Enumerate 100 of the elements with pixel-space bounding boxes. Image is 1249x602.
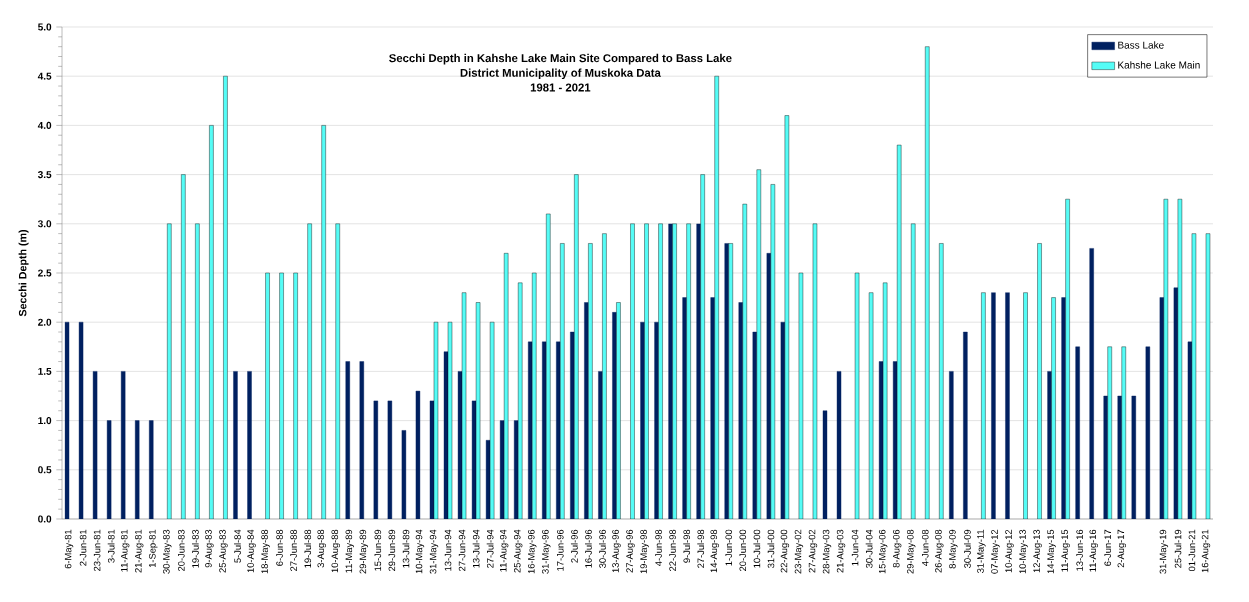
- y-tick-label: 4.0: [37, 121, 52, 129]
- bar: [616, 302, 621, 519]
- bar: [335, 223, 340, 519]
- x-tick-label: 31-May-96: [542, 529, 551, 574]
- bar: [489, 321, 495, 519]
- x-tick-label: 26-Aug-08: [935, 529, 944, 573]
- bar: [710, 297, 715, 519]
- y-tick-label: 3.0: [37, 220, 52, 228]
- bar: [1075, 346, 1080, 519]
- x-tick-label: 27-Jun-94: [458, 529, 466, 571]
- x-tick-label: 29-May-89: [359, 529, 369, 574]
- bar: [1159, 297, 1165, 519]
- bar: [925, 46, 930, 519]
- bar: [1205, 233, 1211, 519]
- bar: [475, 302, 481, 519]
- bar: [542, 341, 547, 519]
- bar: [1187, 341, 1193, 519]
- bar: [1177, 198, 1183, 519]
- bar: [892, 361, 898, 519]
- x-tick-label: 27-Aug-96: [626, 529, 635, 573]
- bar: [784, 115, 790, 519]
- x-tick-label: 27-Aug-02: [808, 529, 818, 573]
- bar: [756, 169, 762, 519]
- bar: [728, 243, 733, 519]
- bar: [766, 253, 772, 519]
- bar: [672, 223, 677, 519]
- text: Secchi Depth in Kahshe Lake Main Site Compared to Bass Lake: [389, 53, 732, 65]
- x-tick-label: 27-Jul-98: [697, 529, 705, 568]
- y-tick-label: 2.0: [38, 318, 52, 326]
- x-tick-label: 2-Aug-17: [1117, 529, 1126, 568]
- x-tick-label: 28-May-03: [822, 529, 832, 574]
- x-tick-label: 9-Jul-98: [683, 529, 691, 563]
- bar: [770, 184, 776, 519]
- x-tick-label: 31-May-19: [1159, 529, 1169, 574]
- bar: [1107, 346, 1112, 519]
- bar: [387, 400, 393, 519]
- y-tick-label: 1.5: [38, 367, 52, 375]
- x-tick-label: 20-Jun-83: [178, 529, 185, 571]
- bar: [878, 361, 884, 519]
- x-tick-label: 16-Jul-96: [584, 529, 592, 568]
- x-tick-label: 2-Jul-96: [570, 529, 578, 563]
- x-tick-label: 4-Jun-98: [655, 529, 662, 567]
- x-tick-label: 25-Aug-83: [219, 529, 228, 573]
- bar: [696, 223, 701, 519]
- x-tick-label: 4-Jun-08: [921, 529, 929, 567]
- y-tick-label: 3.5: [37, 171, 52, 179]
- bar: [700, 174, 705, 519]
- x-tick-label: 16-May-96: [528, 529, 537, 574]
- bar: [92, 371, 98, 519]
- bar: [247, 371, 252, 519]
- bar: [686, 223, 691, 519]
- bar: [882, 282, 888, 519]
- bar: [433, 321, 439, 519]
- x-tick-label: 11-Aug-81: [120, 529, 130, 572]
- bar: [1191, 233, 1197, 519]
- x-tick-label: 10-Jul-00: [753, 529, 761, 568]
- x-tick-label: 12-Aug-13: [1033, 529, 1042, 573]
- bar: [359, 361, 364, 519]
- x-tick-label: 21-Aug-81: [135, 529, 144, 573]
- bar: [307, 223, 312, 519]
- bar: [265, 272, 270, 519]
- x-tick-label: 10-May-13: [1019, 529, 1028, 574]
- y-tick-label: 0.0: [38, 515, 52, 523]
- bar: [949, 371, 954, 519]
- bar: [981, 292, 986, 519]
- x-tick-label: 6-Jun-88: [276, 529, 283, 566]
- x-tick-label: 16-Aug-21: [1201, 529, 1211, 573]
- x-tick-label: 1-Jun-00: [725, 529, 733, 566]
- bar: [195, 223, 200, 519]
- bar: [1103, 395, 1108, 519]
- bar: [822, 410, 828, 519]
- legend-label: Bass Lake: [1118, 41, 1164, 49]
- x-tick-label: 17-Jun-96: [557, 529, 564, 571]
- bar: [1023, 292, 1028, 519]
- bar: [1047, 371, 1052, 519]
- x-tick-label: 23-Jun-81: [93, 529, 101, 571]
- x-tick-label: 30-Jul-96: [598, 529, 606, 568]
- bar: [321, 125, 326, 519]
- legend-label: Kahshe Lake Main: [1118, 61, 1200, 69]
- bar: [658, 223, 663, 519]
- bar: [640, 321, 645, 519]
- bar: [373, 400, 379, 519]
- x-tick-label: 07-May-12: [991, 529, 1000, 574]
- bar: [78, 321, 84, 519]
- x-tick-label: 10-Aug-88: [331, 529, 340, 573]
- x-tick-label: 21-Aug-03: [836, 529, 846, 573]
- x-tick-label: 10-Aug-12: [1005, 529, 1014, 573]
- x-tick-label: 29-May-08: [907, 529, 916, 574]
- bar: [167, 223, 172, 519]
- bar: [654, 321, 659, 519]
- bar: [1051, 297, 1056, 519]
- bar: [574, 174, 579, 519]
- x-tick-label: 30-May-83: [163, 529, 172, 574]
- bar: [457, 371, 463, 519]
- bar: [1061, 297, 1066, 519]
- x-tick-label: 11-May-89: [345, 529, 354, 573]
- bar: [546, 213, 551, 519]
- bar: [854, 272, 860, 519]
- x-tick-label: 11-Aug-94: [499, 529, 509, 572]
- x-tick-label: 10-Aug-84: [247, 529, 256, 573]
